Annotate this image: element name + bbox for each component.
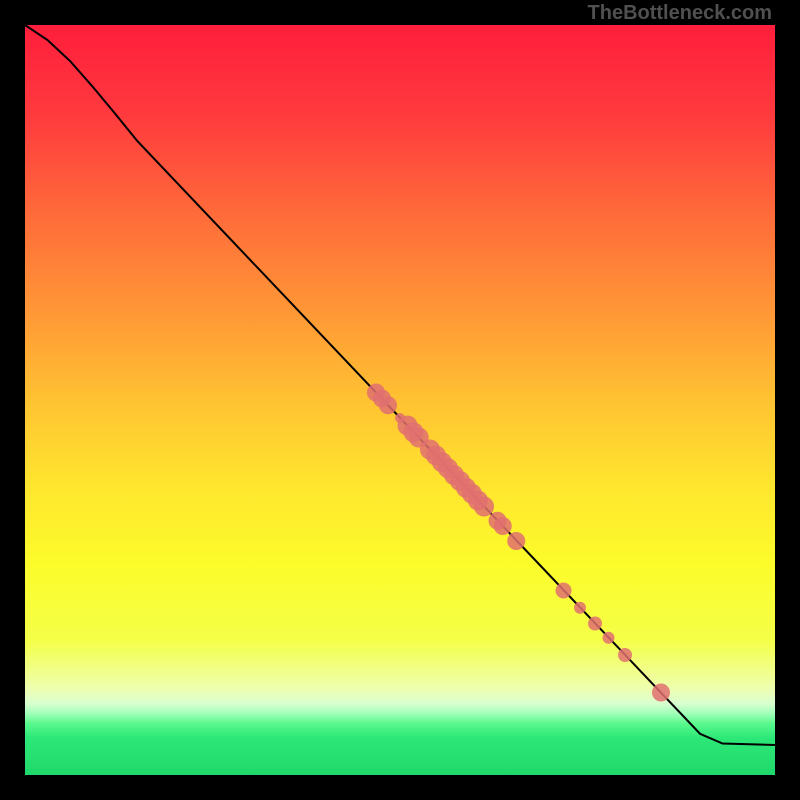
data-point-marker — [574, 602, 586, 614]
watermark-text: TheBottleneck.com — [588, 2, 772, 25]
data-point-marker — [652, 684, 670, 702]
chart-container: TheBottleneck.com — [0, 0, 800, 800]
data-point-marker — [603, 632, 615, 644]
data-point-marker — [618, 648, 632, 662]
data-point-marker — [474, 497, 494, 517]
data-point-marker — [588, 617, 602, 631]
chart-svg — [0, 0, 800, 800]
data-point-marker — [494, 517, 512, 535]
gradient-background — [25, 25, 775, 775]
data-point-marker — [556, 583, 572, 599]
data-point-marker — [379, 396, 397, 414]
data-point-marker — [507, 532, 525, 550]
